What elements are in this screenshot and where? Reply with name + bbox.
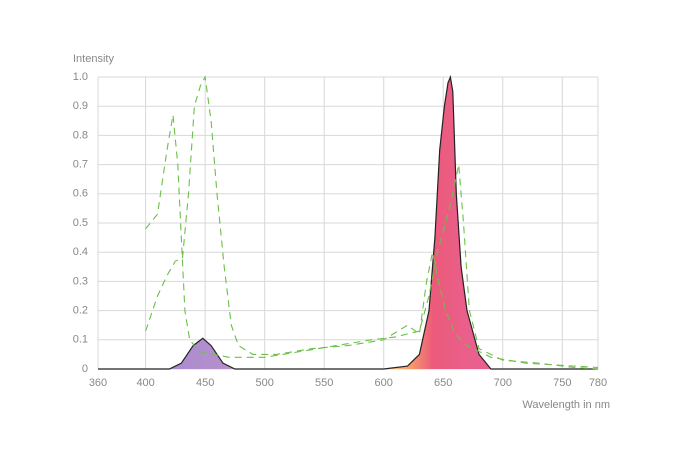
y-tick-label: 1.0 — [73, 71, 88, 83]
x-tick-label: 360 — [89, 377, 107, 389]
y-tick-label: 0.7 — [73, 159, 88, 171]
y-tick-label: 0.6 — [73, 188, 88, 200]
x-tick-label: 780 — [589, 377, 607, 389]
spectrum-line — [98, 74, 598, 370]
absorption-line — [145, 75, 599, 369]
x-tick-label: 650 — [434, 377, 452, 389]
y-tick-label: 0.5 — [73, 217, 88, 229]
y-tick-label: 0.2 — [73, 305, 88, 317]
absorption-line — [145, 114, 599, 370]
x-tick-label: 500 — [255, 377, 273, 389]
y-tick-label: 0 — [82, 363, 88, 375]
y-tick-label: 0.8 — [73, 129, 88, 141]
y-tick-label: 0.3 — [73, 275, 88, 287]
x-axis-label: Wavelength in nm — [522, 399, 610, 411]
x-tick-label: 400 — [136, 377, 154, 389]
x-tick-label: 700 — [494, 377, 512, 389]
x-tick-label: 550 — [315, 377, 333, 389]
y-tick-label: 0.9 — [73, 100, 88, 112]
x-tick-label: 750 — [553, 377, 571, 389]
y-tick-label: 0.1 — [73, 334, 88, 346]
y-tick-label: 0.4 — [73, 246, 88, 258]
x-tick-label: 600 — [375, 377, 393, 389]
x-tick-label: 450 — [196, 377, 214, 389]
y-axis-label: Intensity — [73, 53, 114, 65]
